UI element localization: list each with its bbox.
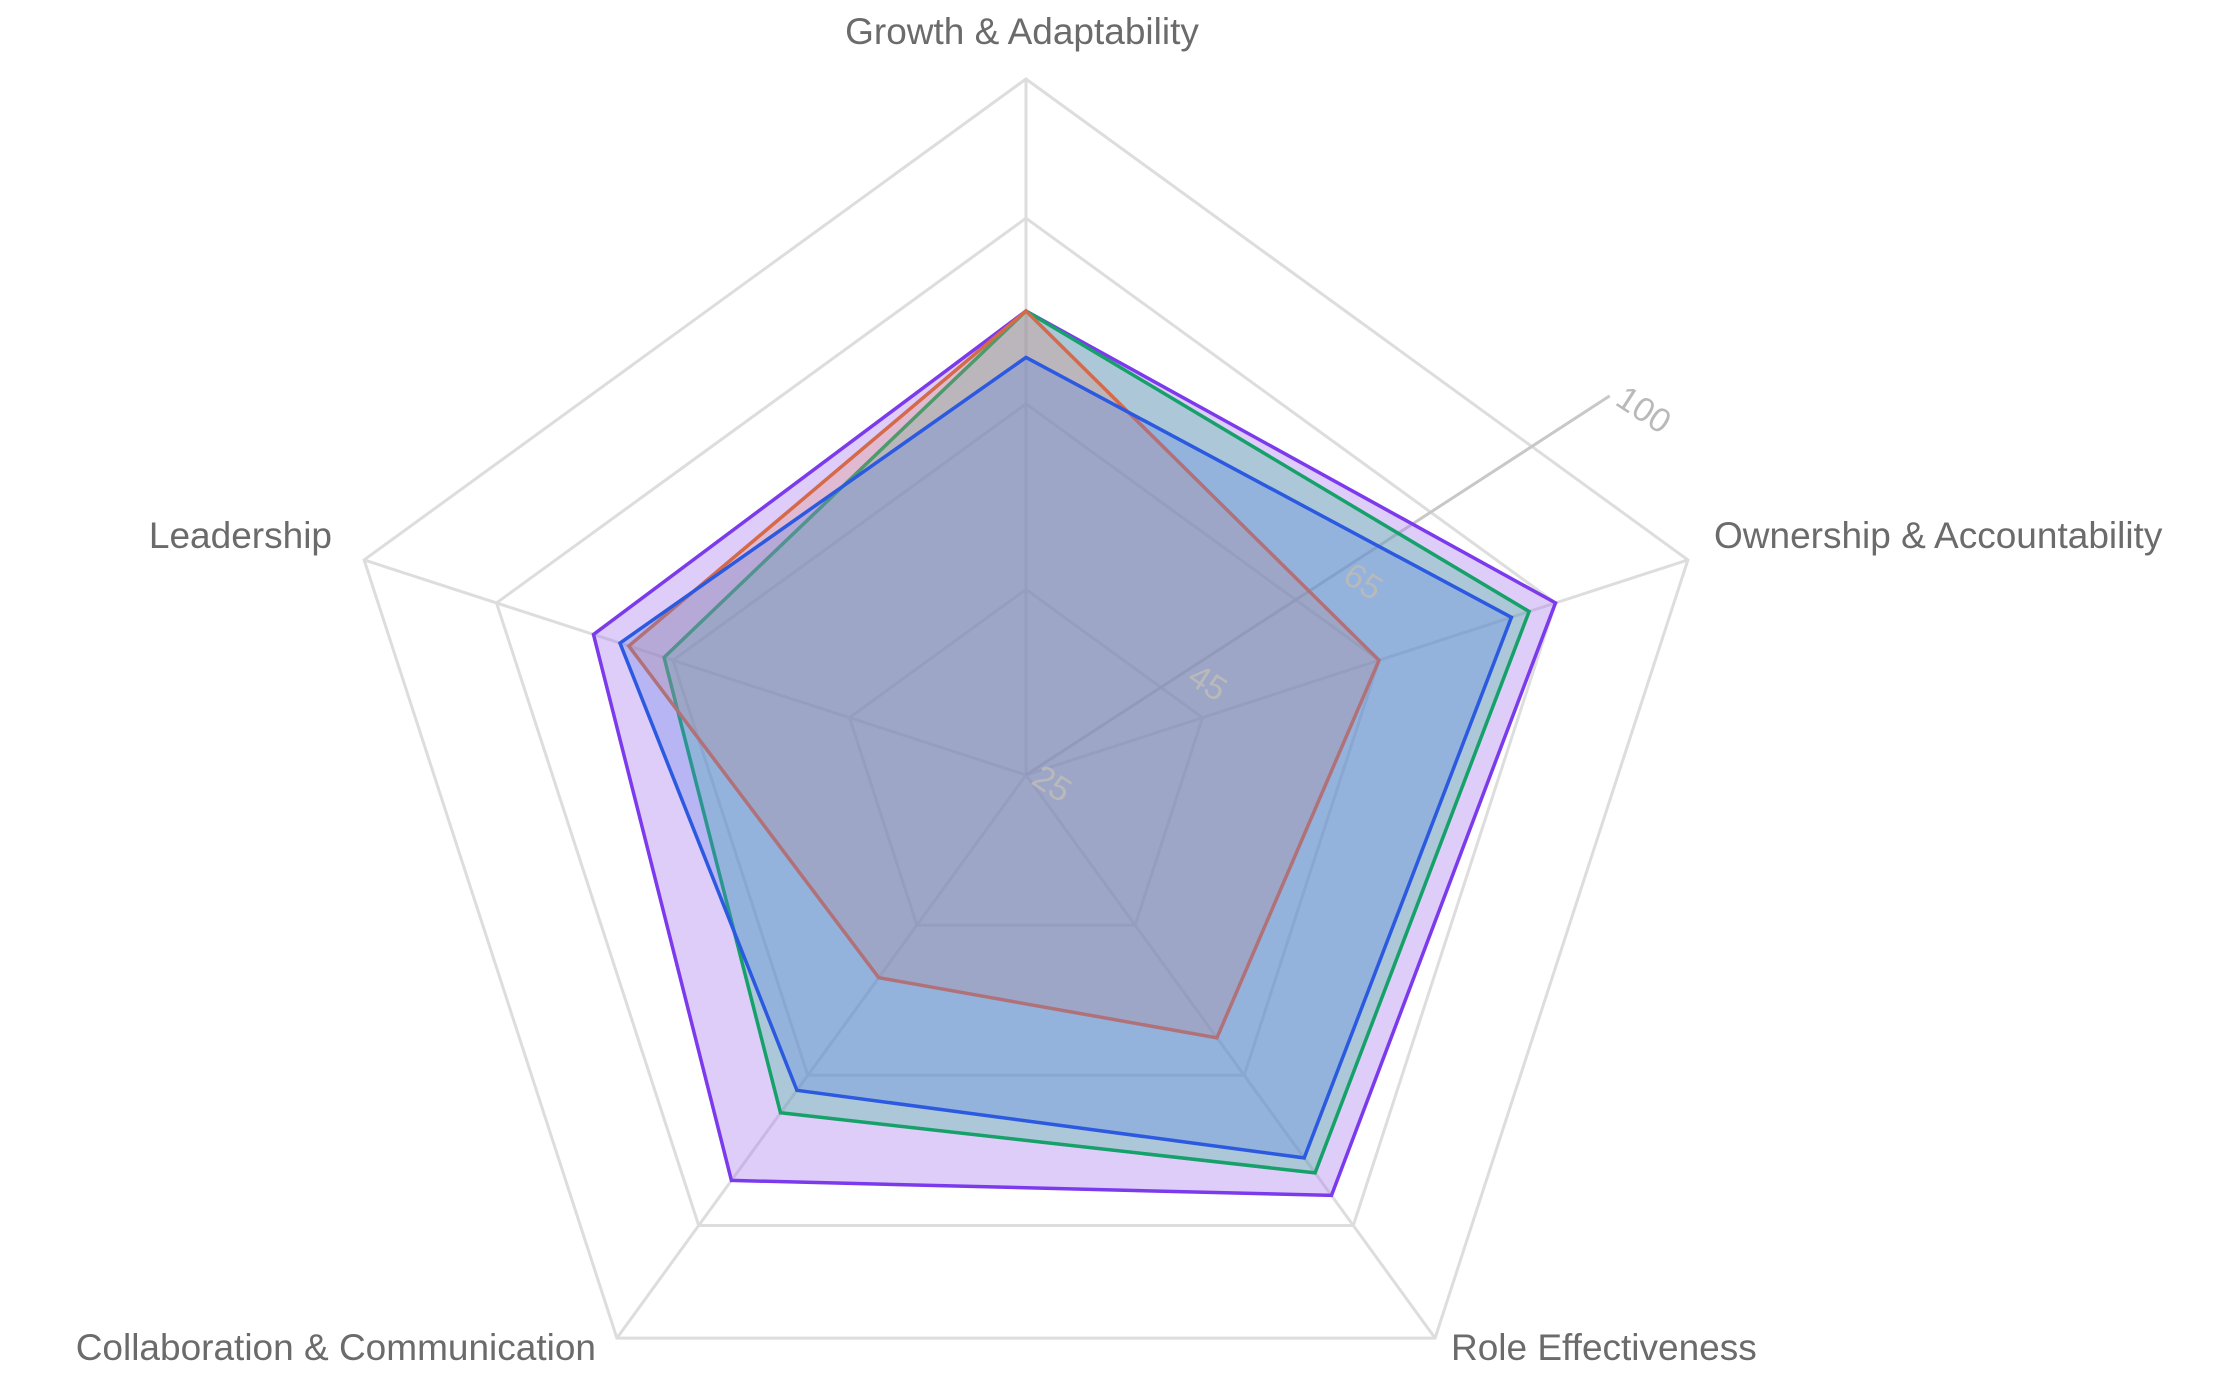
axis-label-5: Leadership <box>149 515 332 556</box>
grid-spoke-4 <box>615 774 1028 1339</box>
grid-spoke-3 <box>1024 774 1437 1339</box>
grid-spoke-2 <box>1025 558 1689 777</box>
series-4-area <box>617 355 1514 1160</box>
radial-tick-axis <box>1025 394 1611 777</box>
axis-label-4: Collaboration & Communication <box>76 1327 596 1368</box>
grid-ring-2 <box>671 401 1381 1077</box>
grid-ring-3 <box>494 216 1558 1227</box>
axis-label-3: Role Effectiveness <box>1451 1327 1757 1368</box>
series-2-area <box>662 308 1532 1175</box>
radar-grid <box>362 77 1690 1340</box>
axis-labels: Growth & Adaptability Ownership & Account… <box>76 11 2163 1368</box>
radar-series <box>591 308 1558 1198</box>
grid-spoke-5 <box>363 558 1027 777</box>
axis-label-2: Ownership & Accountability <box>1714 515 2163 556</box>
series-1-area <box>591 308 1558 1198</box>
radial-axis-line <box>1025 394 1611 777</box>
radial-tick-label-4: 100 <box>1609 379 1677 442</box>
axis-label-1: Growth & Adaptability <box>845 11 1199 52</box>
grid-ring-1 <box>847 587 1205 927</box>
grid-ring-4 <box>362 77 1690 1340</box>
